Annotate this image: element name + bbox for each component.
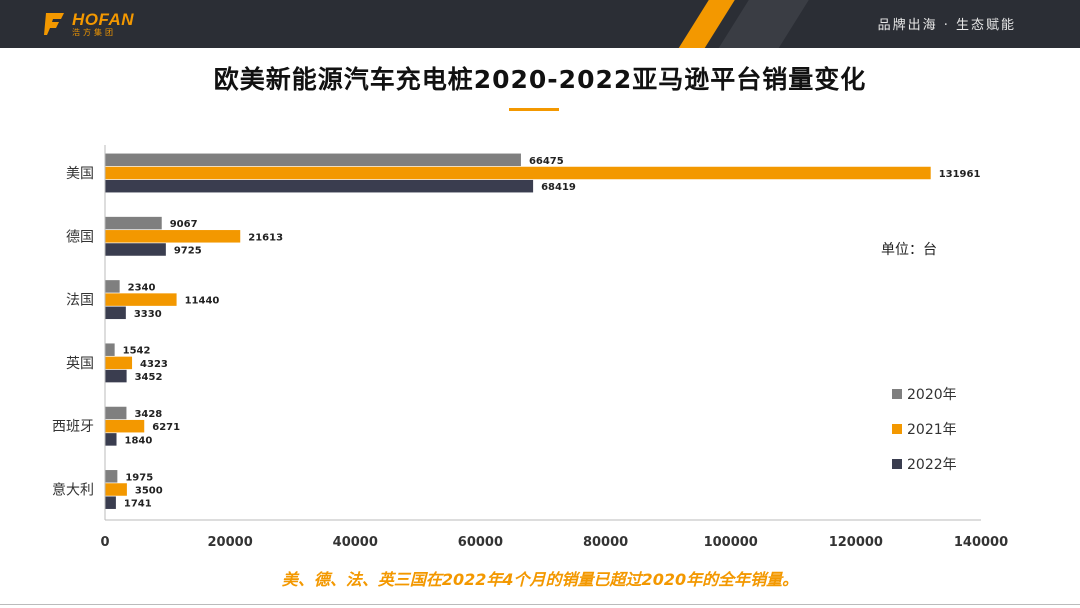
category-label: 法国	[66, 293, 94, 309]
data-label: 68419	[541, 182, 576, 193]
bar	[105, 496, 116, 509]
bar	[105, 306, 126, 320]
page-title: 欧美新能源汽车充电桩2020-2022亚马逊平台销量变化	[213, 65, 867, 94]
category-label: 英国	[66, 355, 94, 372]
header-slogan: 品牌出海 · 生态赋能	[877, 18, 1016, 33]
data-label: 11440	[185, 296, 220, 307]
category-label: 意大利	[52, 482, 94, 499]
x-tick-label: 80000	[583, 535, 628, 550]
bar	[105, 166, 931, 180]
bar	[105, 179, 534, 193]
bar	[105, 216, 162, 230]
bar	[105, 406, 127, 420]
header-bar: HOFAN 浩方集团 品牌出海 · 生态赋能	[0, 0, 1080, 48]
unit-label: 单位：台	[881, 242, 937, 258]
category-label: 德国	[66, 229, 94, 245]
bar	[105, 243, 166, 256]
x-tick-label: 140000	[954, 535, 1008, 550]
legend-label: 2022年	[907, 457, 957, 473]
logo-text: HOFAN	[72, 9, 134, 29]
bar	[105, 483, 127, 496]
data-label: 3500	[135, 486, 163, 497]
logo-subtext: 浩方集团	[72, 27, 116, 37]
data-label: 1741	[124, 499, 152, 510]
bar	[105, 153, 521, 167]
bar	[105, 280, 120, 293]
data-label: 4323	[140, 359, 168, 370]
x-tick-label: 100000	[704, 535, 758, 550]
bar	[105, 343, 115, 356]
data-label: 3330	[134, 309, 162, 320]
legend-swatch	[892, 389, 902, 399]
bar	[105, 369, 127, 383]
chart-caption: 美、德、法、英三国在2022年4个月的销量已超过2020年的全年销量。	[281, 570, 799, 589]
legend-swatch	[892, 459, 902, 469]
legend-swatch	[892, 424, 902, 434]
bar	[105, 356, 133, 370]
x-tick-label: 60000	[458, 535, 503, 550]
bar	[105, 230, 241, 243]
data-label: 21613	[248, 232, 283, 243]
data-label: 3452	[135, 372, 163, 383]
data-label: 2340	[128, 282, 156, 293]
x-tick-label: 20000	[208, 535, 253, 550]
category-label: 西班牙	[52, 419, 94, 435]
x-tick-label: 40000	[333, 535, 378, 550]
legend-label: 2020年	[907, 387, 957, 403]
data-label: 131961	[939, 169, 981, 180]
bar	[105, 433, 117, 446]
data-label: 1542	[123, 346, 151, 357]
bar	[105, 419, 145, 433]
title-underline	[509, 108, 559, 111]
logo-mark-icon	[44, 11, 66, 37]
data-label: 66475	[529, 156, 564, 167]
x-tick-label: 120000	[829, 535, 883, 550]
x-tick-label: 0	[100, 535, 109, 550]
data-label: 1975	[125, 472, 153, 483]
bottom-divider	[0, 604, 1080, 605]
data-label: 9725	[174, 246, 202, 257]
logo: HOFAN 浩方集团	[44, 8, 134, 40]
data-label: 9067	[170, 219, 198, 230]
bar	[105, 293, 177, 306]
legend-label: 2021年	[907, 422, 957, 438]
data-label: 6271	[152, 422, 180, 433]
bar	[105, 470, 118, 483]
category-label: 美国	[66, 166, 94, 182]
data-label: 3428	[134, 409, 162, 420]
data-label: 1840	[125, 435, 153, 446]
